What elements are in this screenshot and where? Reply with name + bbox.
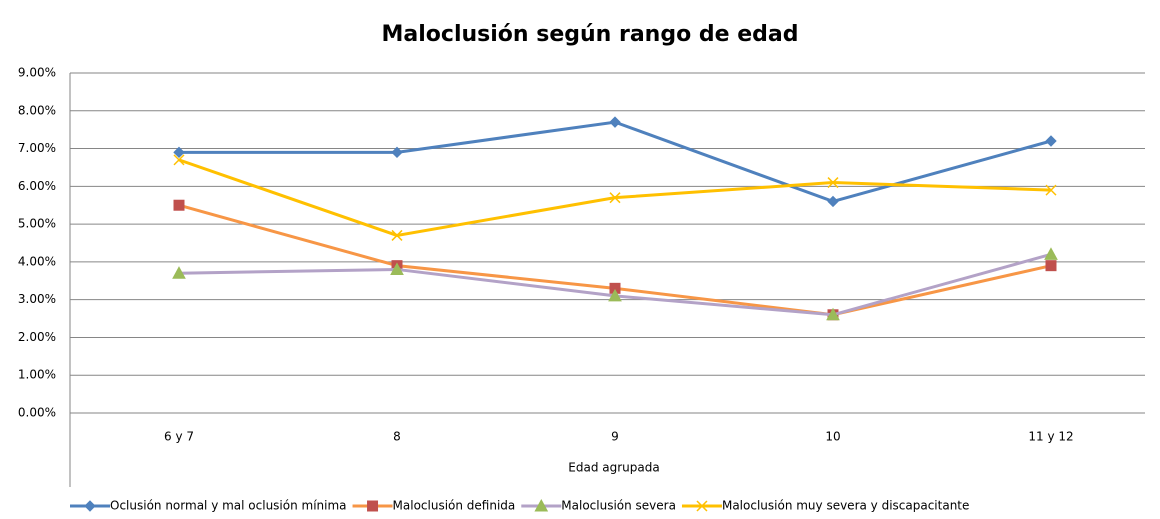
legend-label: Maloclusión muy severa y discapacitante (722, 499, 969, 513)
legend-label: Oclusión normal y mal oclusión mínima (110, 499, 347, 513)
marker (391, 146, 403, 159)
y-tick-label: 7.00% (18, 141, 56, 155)
y-tick-label: 9.00% (18, 66, 56, 80)
marker (534, 498, 549, 512)
marker (1045, 260, 1057, 272)
y-tick-label: 1.00% (18, 368, 56, 382)
x-tick-label: 10 (825, 430, 840, 444)
y-tick-label: 3.00% (18, 292, 56, 306)
marker (391, 229, 403, 241)
y-tick-label: 2.00% (18, 330, 56, 344)
y-tick-label: 6.00% (18, 179, 56, 193)
legend-item: Maloclusión definida (352, 499, 516, 513)
marker (173, 199, 185, 211)
marker (1045, 184, 1057, 196)
legend-item: Oclusión normal y mal oclusión mínima (70, 499, 347, 513)
series-line (179, 120, 1052, 204)
chart-title: Maloclusión según rango de edad (382, 22, 799, 47)
marker (608, 288, 622, 302)
marker (827, 195, 839, 208)
legend-item: Maloclusión severa (521, 499, 676, 513)
x-tick-label: 6 y 7 (164, 430, 194, 444)
marker (390, 262, 404, 275)
marker (1044, 247, 1058, 260)
marker (84, 500, 96, 512)
y-tick-label: 0.00% (18, 406, 56, 420)
marker (609, 116, 621, 128)
y-tick-label: 5.00% (18, 217, 56, 231)
legend-label: Maloclusión definida (393, 499, 516, 513)
marker (173, 154, 185, 166)
marker (172, 266, 186, 279)
marker (1045, 135, 1057, 147)
legend-item: Maloclusión muy severa y discapacitante (681, 499, 969, 513)
marker (367, 500, 379, 512)
marker (826, 307, 840, 321)
marker (609, 192, 621, 204)
marker (696, 500, 708, 512)
y-tick-label: 8.00% (18, 103, 56, 117)
marker (173, 146, 185, 159)
marker (827, 177, 839, 189)
legend-label: Maloclusión severa (561, 499, 676, 513)
x-tick-label: 9 (611, 430, 619, 444)
x-tick-label: 11 y 12 (1028, 430, 1073, 444)
y-tick-label: 4.00% (18, 254, 56, 268)
x-tick-label: 8 (393, 430, 401, 444)
x-axis-label: Edad agrupada (568, 461, 659, 475)
